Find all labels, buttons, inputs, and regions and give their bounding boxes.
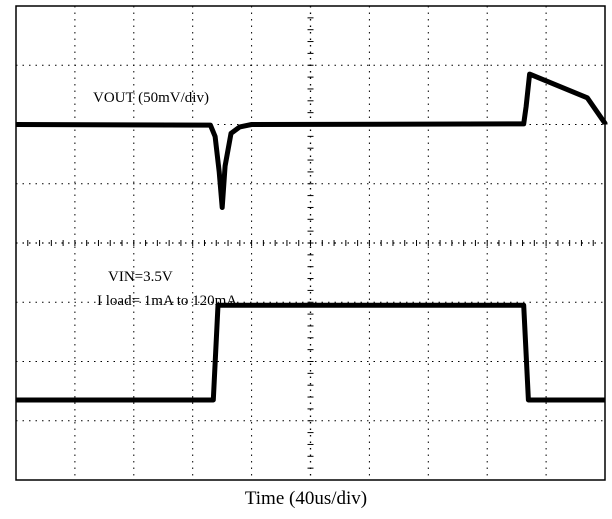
grid: [15, 5, 606, 481]
vout-trace: [15, 71, 608, 210]
vin-annotation: VIN=3.5V: [108, 269, 173, 285]
x-axis-label: Time (40us/div): [244, 488, 368, 509]
iload-trace: [16, 302, 605, 403]
vout-annotation: VOUT (50mV/div): [93, 90, 209, 106]
iload-annotation: I load= 1mA to 120mA: [97, 293, 237, 309]
